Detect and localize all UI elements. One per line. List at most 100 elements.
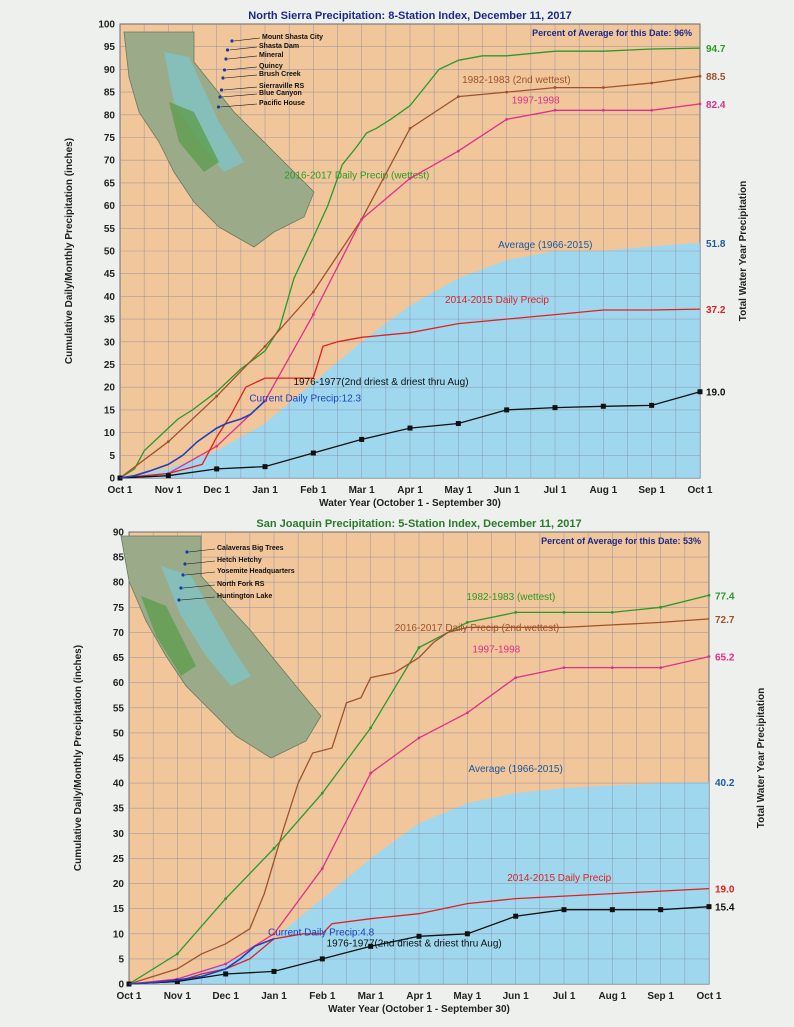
x-tick-label: Oct 1 <box>107 485 132 496</box>
series-point-y9798 <box>465 711 469 715</box>
y-axis-label: Cumulative Daily/Monthly Precipitation (… <box>64 138 75 364</box>
series-label-current: Current Daily Precip:4.8 <box>268 927 375 938</box>
station-dot <box>179 586 183 590</box>
x-axis-label: Water Year (October 1 - September 30) <box>319 498 501 509</box>
x-tick-label: Jul 1 <box>544 485 567 496</box>
series-label-y1415: 2014-2015 Daily Precip <box>445 295 549 306</box>
series-point-second <box>505 90 509 94</box>
series-marker-driest <box>561 907 567 913</box>
series-point-y9798 <box>553 108 557 112</box>
y-tick-label: 60 <box>104 201 116 212</box>
y2-axis-label: Total Water Year Precipitation <box>756 688 767 828</box>
station-leader <box>182 584 216 589</box>
series-marker-driest <box>262 464 268 470</box>
y-tick-label: 15 <box>113 904 125 915</box>
station-dot <box>181 573 185 577</box>
series-point-second <box>698 74 702 78</box>
station-label: Quincy <box>259 63 283 70</box>
station-leader <box>186 560 216 565</box>
y-tick-label: 5 <box>109 451 115 462</box>
station-label: Mount Shasta City <box>262 34 323 41</box>
x-tick-label: Apr 1 <box>406 991 432 1002</box>
series-point-wettest <box>610 610 614 614</box>
station-label: Huntington Lake <box>217 593 272 600</box>
y-tick-label: 20 <box>113 879 125 890</box>
total-label-driest: 15.4 <box>715 903 735 914</box>
series-label-wettest: 2016-2017 Daily Precip (wettest) <box>284 170 429 181</box>
y-tick-label: 100 <box>98 20 115 31</box>
total-label-driest: 19.0 <box>706 388 726 399</box>
series-line-current <box>128 938 275 985</box>
y-tick-label: 55 <box>104 224 116 235</box>
series-marker-driest <box>165 473 171 479</box>
x-tick-label: Aug 1 <box>589 485 617 496</box>
series-line-current <box>119 400 266 479</box>
series-point-y9798 <box>320 867 324 870</box>
series-marker-driest <box>658 907 664 913</box>
station-leader <box>180 596 216 601</box>
series-point-y9798 <box>272 932 276 936</box>
total-label-second: 72.7 <box>715 615 735 626</box>
series-label-second: 1982-1983 (2nd wettest) <box>462 75 570 86</box>
x-tick-label: Jul 1 <box>553 991 576 1002</box>
series-marker-driest <box>649 402 655 408</box>
series-marker-driest <box>174 978 180 984</box>
y2-axis-label: Total Water Year Precipitation <box>738 181 749 321</box>
y-tick-label: 60 <box>113 678 125 689</box>
station-dot <box>216 105 221 109</box>
y-tick-label: 70 <box>113 628 125 639</box>
x-tick-label: Nov 1 <box>164 991 192 1002</box>
y-tick-label: 30 <box>104 337 116 348</box>
series-marker-driest <box>706 904 712 910</box>
station-label: Mineral <box>259 52 284 59</box>
series-point-second <box>263 344 267 348</box>
y-tick-label: 85 <box>104 88 116 99</box>
y-tick-label: 25 <box>104 360 116 371</box>
station-leader <box>233 37 261 42</box>
x-tick-label: Jun 1 <box>503 991 530 1002</box>
map-valley <box>169 102 219 172</box>
map-river-basin <box>164 52 244 172</box>
series-marker-driest <box>359 436 365 442</box>
series-point-y9798 <box>659 666 663 669</box>
station-leader <box>184 571 216 576</box>
y-tick-label: 45 <box>113 754 125 765</box>
x-tick-label: Jan 1 <box>252 485 278 496</box>
series-point-y9798 <box>215 444 219 448</box>
station-dot <box>222 68 227 72</box>
map-valley <box>141 596 196 676</box>
series-point-second <box>311 290 315 294</box>
series-point-wettest <box>465 621 469 624</box>
series-point-y9798 <box>456 149 460 153</box>
station-label: Sierraville RS <box>259 83 304 90</box>
total-label-second: 88.5 <box>706 72 726 83</box>
total-label-average: 40.2 <box>715 778 735 789</box>
total-label-y1415: 19.0 <box>715 885 735 896</box>
series-marker-driest <box>368 943 374 949</box>
station-label: Shasta Dam <box>259 43 299 50</box>
series-point-y9798 <box>224 962 228 966</box>
y-tick-label: 10 <box>113 929 125 940</box>
y-tick-label: 90 <box>104 65 116 76</box>
series-label-average: Average (1966-2015) <box>498 240 592 251</box>
station-leader <box>220 103 258 108</box>
series-label-y9798: 1997-1998 <box>512 95 560 106</box>
series-point-wettest <box>320 791 324 795</box>
series-label-y1415: 2014-2015 Daily Precip <box>507 873 611 884</box>
series-point-wettest <box>272 847 276 850</box>
y-tick-label: 95 <box>104 42 116 53</box>
percent-of-average: Percent of Average for this Date: 96% <box>532 28 692 38</box>
north-sierra-chart: North Sierra Precipitation: 8-Station In… <box>40 8 758 518</box>
y-tick-label: 45 <box>104 269 116 280</box>
station-dot <box>177 598 181 602</box>
series-label-average: Average (1966-2015) <box>469 764 563 775</box>
series-point-second <box>601 86 605 89</box>
series-point-second <box>553 86 557 89</box>
series-line-wettest <box>119 47 701 479</box>
series-marker-driest <box>455 421 461 427</box>
x-tick-label: Aug 1 <box>598 991 626 1002</box>
series-point-y9798 <box>505 117 509 121</box>
chart-title: San Joaquin Precipitation: 5-Station Ind… <box>256 518 581 530</box>
y-tick-label: 80 <box>104 110 116 121</box>
y-tick-label: 30 <box>113 829 125 840</box>
